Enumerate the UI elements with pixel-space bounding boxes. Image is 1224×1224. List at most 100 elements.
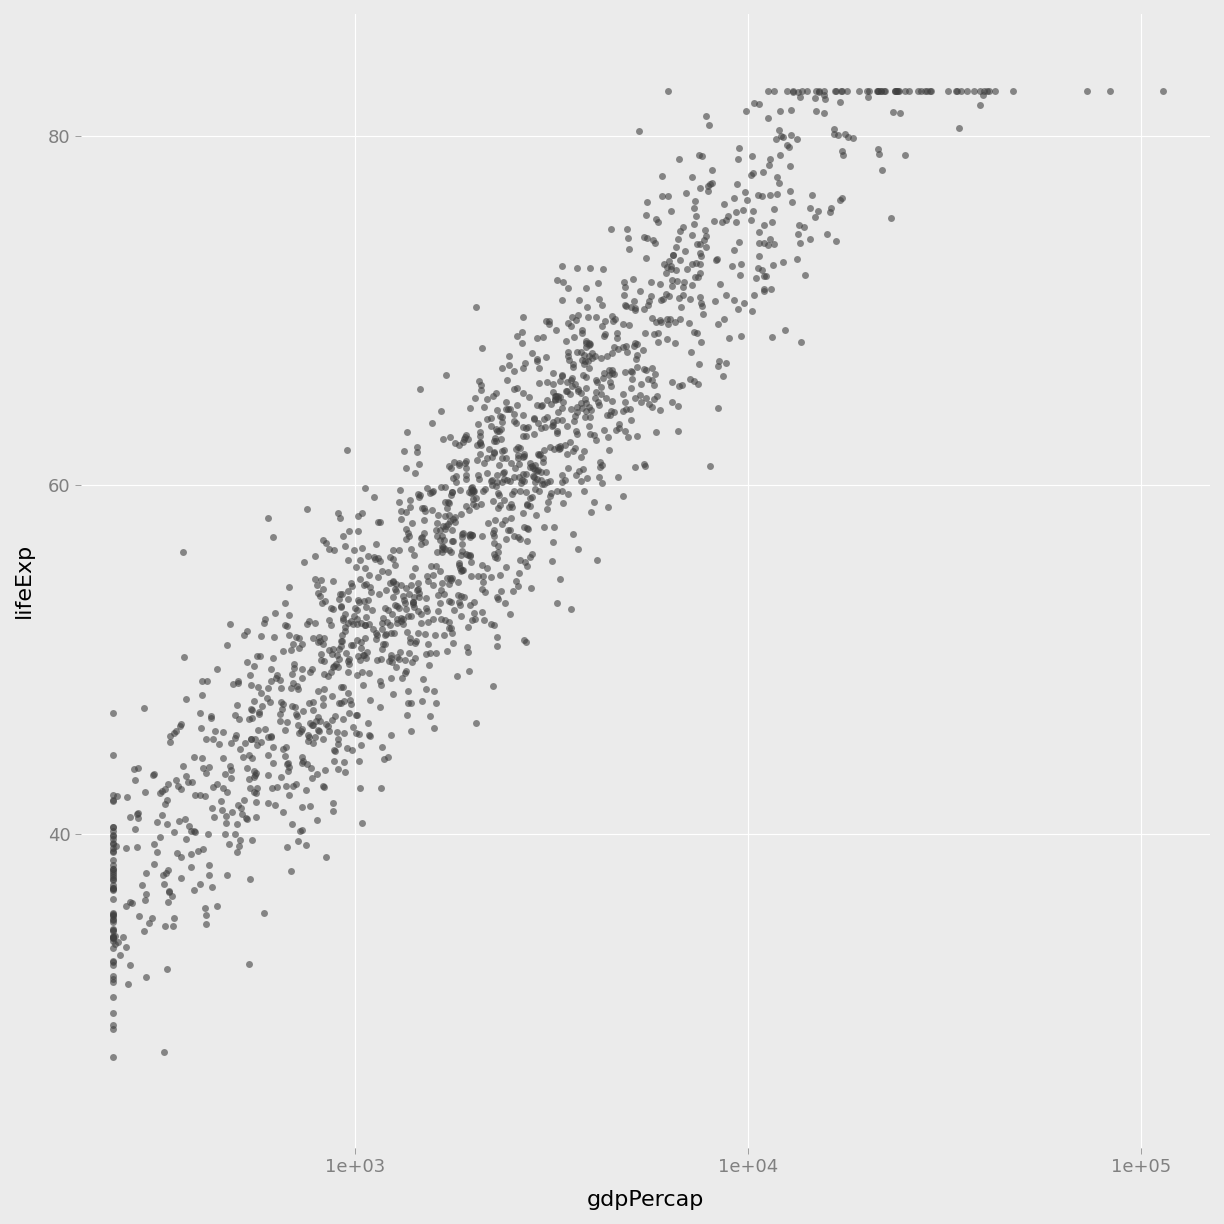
Point [662,277,682,296]
Point [518,556,537,575]
Point [383,572,403,591]
Point [1100,81,1120,100]
Point [597,405,617,425]
Point [414,670,433,689]
Point [376,624,395,644]
Point [514,405,534,425]
Point [344,614,364,634]
Point [712,212,732,231]
Point [384,623,404,643]
Point [539,492,558,512]
Point [485,614,504,634]
Point [634,340,654,360]
Point [386,574,405,594]
Point [129,803,148,823]
Point [387,608,406,628]
Point [355,558,375,578]
Point [552,256,572,275]
Point [103,862,122,881]
Point [528,329,547,349]
Point [630,282,650,301]
Point [159,892,179,912]
Point [381,547,400,567]
Point [307,765,327,785]
Point [526,461,546,481]
Point [890,103,909,122]
Point [120,808,140,827]
Point [171,868,191,887]
Point [476,448,496,468]
Point [338,551,357,570]
Point [431,401,450,421]
Point [655,253,674,273]
Point [439,574,459,594]
Point [769,120,788,140]
Point [315,760,334,780]
Point [528,469,547,488]
Point [498,399,518,419]
Point [435,477,454,497]
Point [122,894,142,913]
Point [575,351,595,371]
Point [524,466,543,486]
Point [420,656,439,676]
Point [446,466,465,486]
Point [219,834,239,853]
Point [454,430,474,449]
Point [638,192,657,212]
Point [514,446,534,465]
Point [573,365,592,384]
Point [184,821,203,841]
Point [815,89,835,109]
Point [237,621,257,640]
Point [258,727,278,747]
Point [286,775,306,794]
Point [546,386,565,405]
Point [643,230,662,250]
Point [438,493,458,513]
Y-axis label: lifeExp: lifeExp [13,543,34,618]
Point [241,730,261,749]
Point [545,387,564,406]
Point [143,908,163,928]
Point [670,149,689,169]
Point [450,546,470,565]
Point [482,408,502,427]
Point [310,628,329,647]
Point [308,633,328,652]
Point [328,657,348,677]
Point [716,211,736,230]
Point [454,588,474,607]
Point [176,766,196,786]
Point [558,483,578,503]
Point [635,360,655,379]
Point [218,635,237,655]
Point [442,570,461,590]
Point [103,928,122,947]
Point [116,938,136,957]
Point [371,513,390,532]
Point [198,824,218,843]
Point [353,645,372,665]
Point [103,922,122,941]
Point [628,357,647,377]
Point [578,307,597,327]
Point [339,649,359,668]
Point [869,81,889,100]
Point [212,800,231,820]
Point [557,416,577,436]
Point [315,777,334,797]
Point [526,506,546,525]
Point [401,693,421,712]
Point [450,596,470,616]
Point [242,700,262,720]
Point [485,510,504,530]
Point [632,392,651,411]
Point [635,455,655,475]
Point [289,831,308,851]
Point [432,526,452,546]
Point [393,668,412,688]
Point [550,439,569,459]
Point [278,616,297,635]
Point [884,102,903,121]
